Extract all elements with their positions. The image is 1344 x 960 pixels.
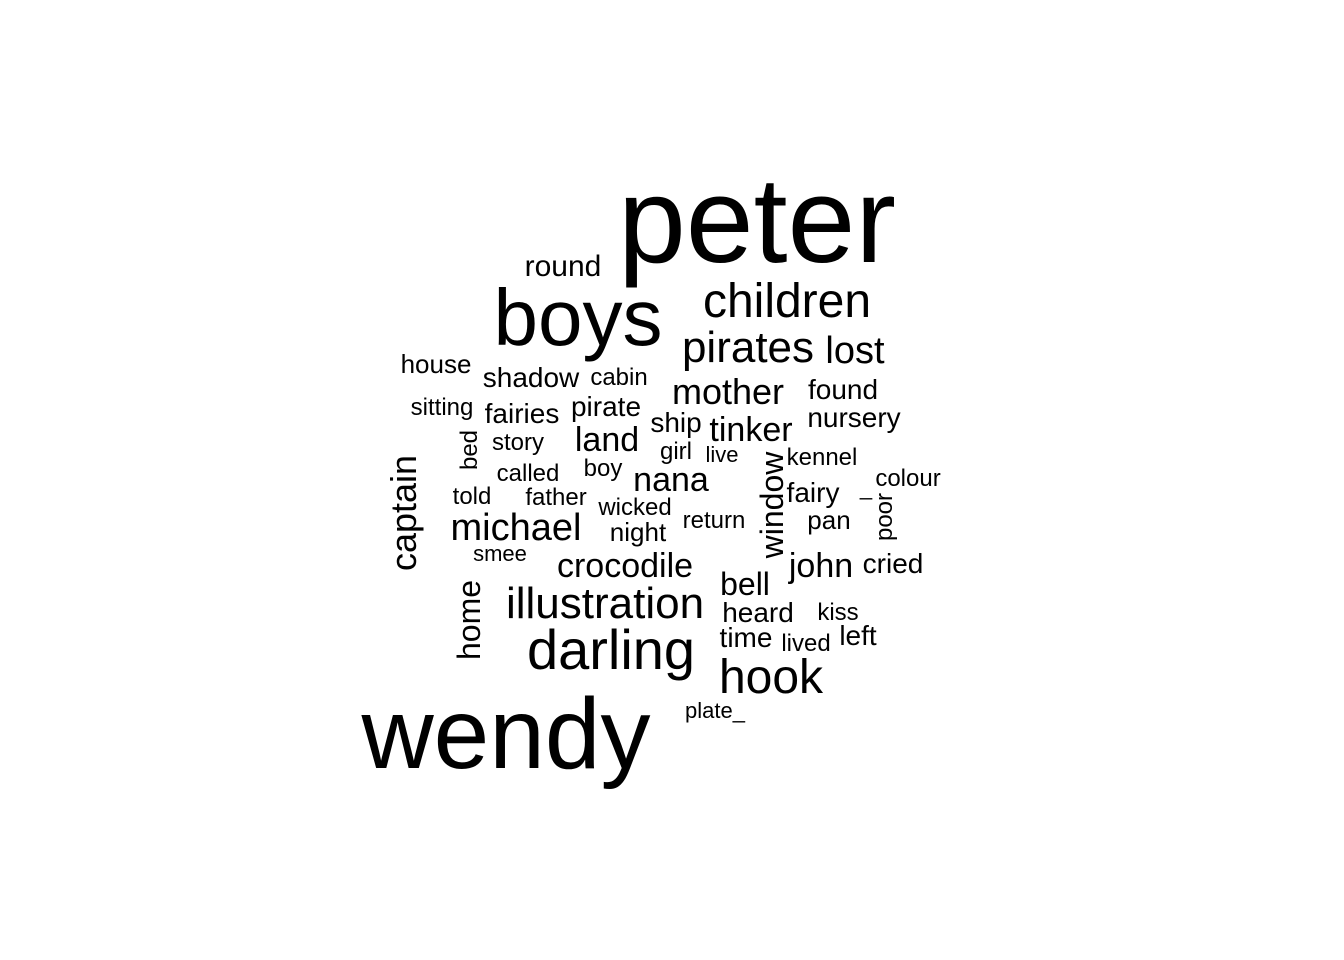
word-fairy: fairy [786, 477, 840, 508]
word-cabin: cabin [590, 364, 648, 391]
word-smee: smee [473, 541, 527, 566]
word-left: left [839, 620, 877, 651]
word-home: home [451, 579, 487, 661]
word-underscore: _ [859, 475, 873, 500]
word-captain: captain [383, 454, 424, 572]
word-pan: pan [807, 505, 851, 535]
word-sitting: sitting [410, 394, 474, 421]
word-boys: boys [493, 273, 663, 362]
word-told: told [452, 483, 492, 510]
word-story: story [491, 429, 545, 456]
word-crocodile: crocodile [556, 547, 694, 585]
word-darling: darling [526, 618, 696, 681]
word-wicked: wicked [598, 494, 672, 521]
word-heard: heard [722, 597, 794, 628]
word-round: round [524, 250, 602, 283]
word-shadow: shadow [482, 362, 580, 393]
word-john: john [788, 547, 854, 585]
word-found: found [807, 374, 879, 405]
word-bed: bed [456, 429, 483, 471]
word-plate: plate_ [685, 698, 745, 723]
word-children: children [702, 275, 872, 328]
word-wendy: wendy [361, 678, 651, 790]
word-illustration: illustration [505, 579, 705, 628]
word-father: father [525, 484, 587, 511]
word-cried: cried [862, 548, 924, 579]
word-house: house [400, 349, 472, 379]
word-called: called [496, 460, 560, 487]
word-nursery: nursery [807, 402, 901, 433]
word-pirate: pirate [570, 391, 642, 422]
word-peter: peter [617, 152, 897, 288]
word-ship: ship [650, 407, 702, 438]
word-boy: boy [583, 455, 623, 482]
word-lost: lost [825, 330, 885, 372]
word-colour: colour [875, 465, 941, 492]
word-land: land [574, 421, 640, 459]
word-night: night [609, 517, 667, 547]
word-poor: poor [871, 492, 898, 542]
word-tinker: tinker [709, 411, 793, 449]
word-bell: bell [720, 566, 770, 602]
word-michael: michael [450, 507, 582, 549]
word-fairies: fairies [484, 398, 560, 429]
word-window: window [754, 451, 790, 559]
word-pirates: pirates [681, 323, 815, 372]
word-kennel: kennel [786, 444, 858, 471]
word-nana: nana [633, 461, 709, 499]
word-kiss: kiss [817, 599, 859, 626]
word-time: time [719, 622, 773, 653]
word-lived: lived [781, 630, 831, 657]
word-mother: mother [671, 371, 785, 412]
word-live: live [705, 442, 739, 467]
word-hook: hook [718, 651, 824, 704]
word-return: return [682, 507, 746, 534]
word-girl: girl [659, 438, 693, 465]
